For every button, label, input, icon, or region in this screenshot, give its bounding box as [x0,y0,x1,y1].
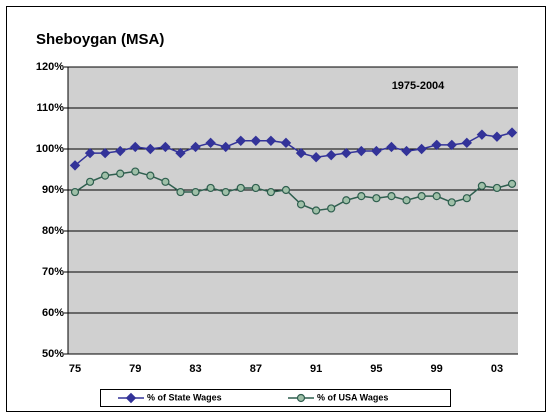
marker [251,183,260,193]
marker [145,143,156,155]
marker [431,139,442,151]
marker [265,135,277,147]
marker [372,194,381,203]
marker [477,181,486,190]
legend-label: % of State Wages [147,392,222,402]
marker [325,149,337,161]
marker [371,145,382,157]
marker [101,171,110,180]
marker [221,187,230,197]
x-tick-label: 03 [491,363,503,375]
marker [447,198,456,207]
marker [462,194,471,203]
annotation: 1975-2004 [392,80,445,92]
marker [191,187,200,197]
marker [492,183,502,193]
marker [116,169,125,178]
marker [131,167,140,176]
plot-area [68,67,518,354]
marker [327,204,336,213]
marker [281,185,291,195]
marker [295,147,307,159]
x-tick-label: 83 [189,363,201,375]
x-tick-label: 75 [69,363,81,375]
chart-title: Sheboygan (MSA) [36,31,164,48]
marker [280,137,292,149]
marker [401,145,412,157]
marker [491,131,503,142]
y-tick-label: 100% [36,143,64,155]
marker [146,171,155,180]
marker [250,135,262,147]
y-tick-label: 50% [42,348,64,360]
y-tick-label: 120% [36,61,64,73]
x-tick-label: 87 [250,363,262,375]
marker [84,147,96,159]
marker [236,183,245,193]
marker [461,137,473,149]
marker [506,127,518,138]
marker [176,187,185,197]
legend-marker [125,392,137,404]
y-tick-label: 60% [42,307,64,319]
marker [416,143,427,155]
marker [507,179,517,188]
marker [417,192,426,201]
marker [296,200,306,209]
marker [205,137,216,149]
marker [220,141,231,153]
y-tick-label: 110% [36,102,64,114]
marker [387,192,396,201]
marker [161,177,170,186]
marker [356,145,367,157]
x-tick-label: 99 [431,363,443,375]
marker [312,206,321,215]
y-tick-label: 70% [42,266,64,278]
legend-marker [296,393,306,403]
legend-label: % of USA Wages [317,392,388,402]
marker [432,192,441,201]
x-tick-label: 79 [129,363,141,375]
x-tick-label: 95 [370,363,382,375]
marker [476,129,488,140]
marker [342,196,351,205]
marker [235,135,246,147]
marker [206,183,215,193]
marker [266,187,276,197]
marker [402,196,411,205]
marker [190,141,201,153]
marker [70,187,80,197]
marker [357,192,366,201]
marker [160,141,171,153]
marker [341,147,352,159]
marker [99,147,111,159]
marker [130,141,141,153]
x-tick-label: 91 [310,363,322,375]
marker [310,151,322,163]
y-tick-label: 80% [42,225,64,237]
marker [446,139,457,151]
marker [85,177,95,186]
marker [115,145,126,157]
marker [386,141,397,153]
legend-box [100,389,451,407]
marker [69,160,81,171]
marker [175,147,186,159]
y-tick-label: 90% [42,184,64,196]
